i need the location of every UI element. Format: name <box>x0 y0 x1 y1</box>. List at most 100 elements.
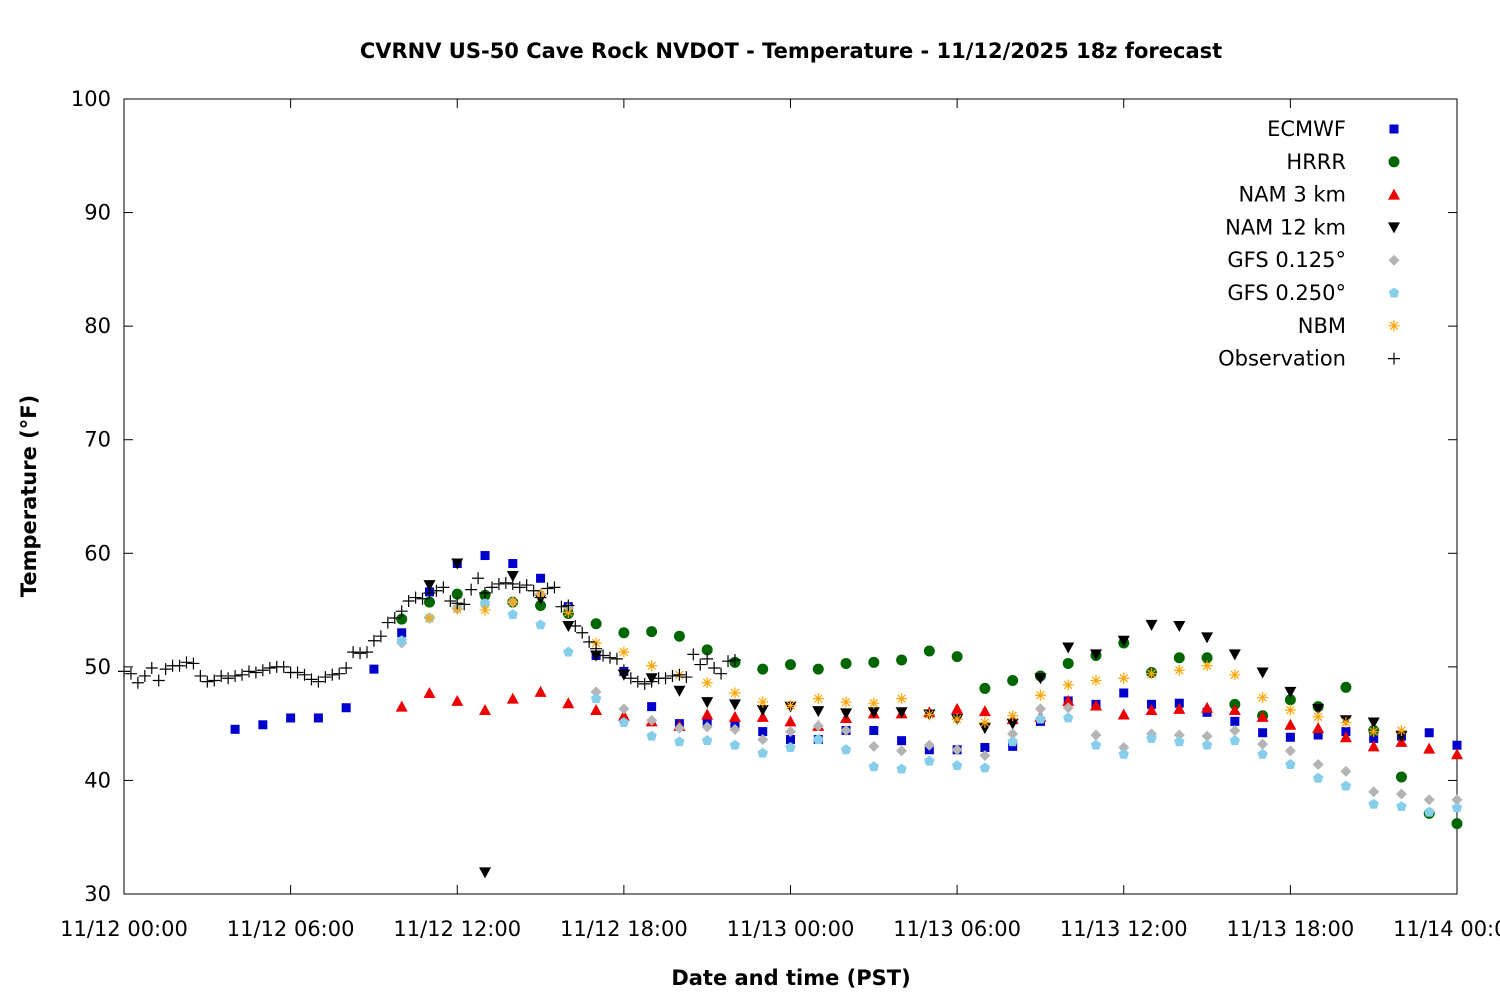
observation-point <box>694 658 707 671</box>
gfs-0-250-point <box>1007 736 1018 747</box>
observation-point <box>569 619 582 632</box>
gfs-0-250-point <box>507 609 519 620</box>
legend-marker-gfs-0-250 <box>1388 287 1400 298</box>
ecmwf-point <box>1008 741 1018 751</box>
x-tick-label: 11/12 12:00 <box>393 917 521 941</box>
nam-3-km-point <box>1145 704 1158 716</box>
legend: ECMWF HRRR NAM 3 km NAM 12 km GFS 0.125° GFS … <box>1218 117 1400 371</box>
gfs-0-250-point <box>1340 780 1352 791</box>
gfs-0-250-point <box>785 741 796 752</box>
observation-point <box>617 664 630 677</box>
observation-point <box>124 667 137 680</box>
observation-point <box>374 630 387 643</box>
gfs-0-125-point <box>1062 702 1074 714</box>
gfs-0-125-point <box>840 724 852 736</box>
ecmwf-point <box>258 720 268 730</box>
chart-title: CVRNV US-50 Cave Rock NVDOT - Temperatur… <box>360 39 1222 63</box>
gfs-0-250-point <box>729 739 741 750</box>
nam-3-km-point <box>590 704 603 716</box>
hrrr-point <box>618 627 630 639</box>
ecmwf-point <box>369 664 379 674</box>
hrrr-point <box>535 600 547 612</box>
x-tick-label: 11/12 00:00 <box>60 917 188 941</box>
nbm-point <box>701 677 713 689</box>
nam-3-km-point <box>756 710 769 722</box>
observation-point <box>437 581 450 594</box>
observation-point <box>659 672 672 685</box>
y-tick-label: 100 <box>71 87 111 111</box>
gfs-0-125-point <box>1229 724 1241 736</box>
gfs-0-250-point <box>479 597 491 608</box>
nbm-point <box>1284 704 1296 716</box>
nam-3-km-point <box>1312 722 1325 734</box>
gfs-0-125-point <box>673 722 685 734</box>
gfs-0-250-point <box>1118 748 1129 759</box>
nam-3-km-point <box>1062 694 1075 706</box>
observation-point <box>277 660 290 673</box>
gfs-0-250-point <box>1396 801 1407 811</box>
nam-3-km-point <box>395 700 408 712</box>
gfs-0-125-point <box>923 739 935 751</box>
nam-12-km-point <box>479 867 492 879</box>
observation-point <box>465 583 478 596</box>
nam-12-km-point <box>1228 649 1241 661</box>
nbm-point <box>979 717 991 729</box>
ecmwf-point <box>397 628 407 638</box>
nam-3-km-point <box>784 715 797 727</box>
nam-12-km-point <box>1034 673 1047 685</box>
hrrr-point <box>1395 771 1407 783</box>
nam-3-km-point <box>728 710 741 722</box>
x-axis-label: Date and time (PST) <box>671 966 910 990</box>
nbm-point <box>757 696 769 708</box>
hrrr-point <box>396 613 408 625</box>
observation-point <box>430 584 443 597</box>
nbm-point <box>1118 672 1130 684</box>
observation-point <box>520 579 533 592</box>
observation-point <box>187 657 200 670</box>
observation-point <box>722 655 735 668</box>
gfs-0-250-point <box>868 761 880 772</box>
ecmwf-point <box>897 736 907 746</box>
observation-point <box>444 594 457 607</box>
gfs-0-250-point <box>813 734 824 744</box>
observation-point <box>256 664 269 677</box>
gfs-0-250-point <box>701 735 713 746</box>
observation-point <box>603 651 616 664</box>
gfs-0-250-point <box>1062 712 1074 723</box>
observation-point <box>472 572 485 585</box>
ecmwf-point <box>1313 730 1323 740</box>
nbm-point <box>923 709 935 721</box>
nbm-point <box>896 693 908 705</box>
nam-12-km-point <box>423 580 436 592</box>
gfs-0-250-point <box>1312 772 1324 783</box>
observation-point <box>249 666 262 679</box>
gfs-0-125-point <box>1090 729 1102 741</box>
hrrr-point <box>840 657 852 669</box>
observation-point <box>138 669 151 682</box>
nbm-point <box>1007 710 1019 722</box>
gfs-0-250-point <box>1285 759 1296 769</box>
nbm-point <box>618 646 630 658</box>
observation-point <box>305 673 318 686</box>
observation-point <box>541 582 554 595</box>
nam-12-km-point <box>562 620 575 632</box>
nam-3-km-point <box>978 705 991 717</box>
nam-12-km-point <box>1006 718 1019 730</box>
observation-point <box>201 675 214 688</box>
gfs-0-125-point <box>1118 741 1130 753</box>
hrrr-point <box>785 659 796 671</box>
hrrr-point <box>896 654 908 666</box>
nam-12-km-point <box>1062 642 1075 654</box>
observation-point <box>506 577 519 590</box>
hrrr-point <box>979 682 991 694</box>
gfs-0-125-point <box>701 721 713 733</box>
legend-label-nam-3-km: NAM 3 km <box>1238 183 1346 207</box>
gfs-0-250-point <box>563 646 574 657</box>
nam-12-km-point <box>1201 632 1214 644</box>
observation-point <box>527 584 540 597</box>
nam-3-km-point <box>1367 740 1380 752</box>
nbm-point <box>1062 679 1074 691</box>
nam-12-km-point <box>590 650 603 662</box>
nbm-point <box>423 612 435 624</box>
observation-point <box>715 667 728 680</box>
